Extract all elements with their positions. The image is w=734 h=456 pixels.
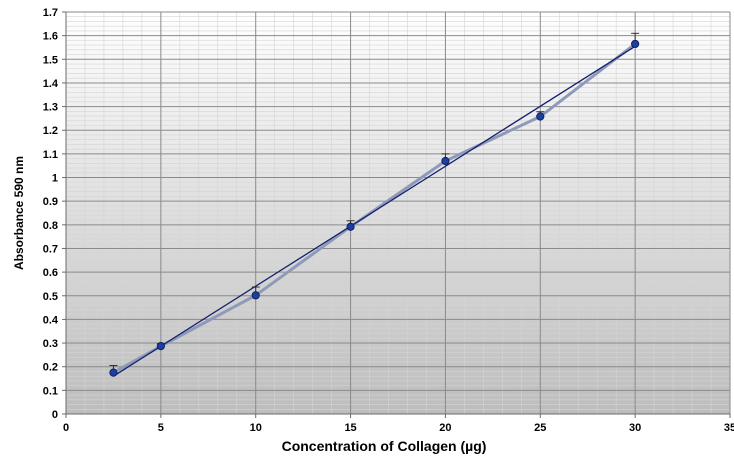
y-tick-label: 0.6 bbox=[43, 267, 58, 279]
y-tick-label: 1.1 bbox=[43, 149, 58, 161]
y-tick-label: 0.8 bbox=[43, 220, 58, 232]
y-tick-label: 1.4 bbox=[43, 78, 59, 90]
major-gridlines bbox=[66, 11, 731, 414]
y-tick-label: 0.2 bbox=[43, 362, 58, 374]
trendline bbox=[113, 45, 636, 377]
y-tick-label: 1.5 bbox=[43, 54, 58, 66]
data-point bbox=[251, 291, 260, 300]
y-tick-label: 1.6 bbox=[43, 31, 58, 43]
y-tick-label: 0.4 bbox=[43, 314, 59, 326]
x-tick-label: 35 bbox=[724, 422, 734, 434]
y-tick-label: 0.5 bbox=[43, 291, 58, 303]
data-point bbox=[441, 156, 450, 166]
y-tick-label: 1.7 bbox=[43, 7, 58, 19]
x-tick-label: 0 bbox=[63, 422, 69, 434]
y-tick-label: 0.9 bbox=[43, 196, 58, 208]
y-tick-labels: 0 0.1 0.2 0.3 0.4 0.5 0.6 0.7 0.8 0.9 1 1.1 1.2 1.3 1.… bbox=[43, 7, 59, 421]
x-tick-labels: 0 5 10 15 20 25 30 35 bbox=[63, 422, 734, 434]
x-tick-label: 20 bbox=[439, 422, 451, 434]
plot-background bbox=[66, 12, 730, 414]
y-tick-label: 1.3 bbox=[43, 102, 58, 114]
x-tick-label: 30 bbox=[629, 422, 641, 434]
x-tick-label: 15 bbox=[344, 422, 356, 434]
x-tick-label: 5 bbox=[158, 422, 164, 434]
series-layer bbox=[109, 32, 640, 377]
y-tick-label: 1 bbox=[52, 173, 58, 185]
y-axis-title: Absorbance 590 nm bbox=[12, 156, 26, 270]
data-point bbox=[109, 368, 118, 377]
x-tick-label: 25 bbox=[534, 422, 546, 434]
data-point bbox=[536, 112, 545, 121]
data-point bbox=[346, 222, 355, 231]
x-axis-title: Concentration of Collagen (µg) bbox=[282, 438, 487, 454]
data-point bbox=[631, 39, 640, 49]
y-tick-label: 0.3 bbox=[43, 338, 58, 350]
y-tick-label: 1.2 bbox=[43, 125, 58, 137]
x-tick-label: 10 bbox=[250, 422, 262, 434]
y-tick-label: 0.1 bbox=[43, 385, 58, 397]
y-tick-label: 0.7 bbox=[43, 243, 58, 255]
axes bbox=[62, 11, 731, 418]
y-tick-label: 0 bbox=[52, 409, 58, 421]
data-point bbox=[156, 342, 165, 351]
